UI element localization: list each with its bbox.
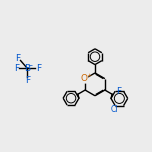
Text: F: F [14, 64, 19, 73]
Text: F: F [116, 87, 121, 96]
Text: B: B [24, 64, 30, 73]
Text: O: O [81, 74, 88, 83]
Text: F: F [36, 64, 41, 73]
Text: F: F [25, 76, 30, 85]
Text: +: + [86, 73, 91, 78]
Text: −: − [28, 62, 33, 67]
Text: Cl: Cl [111, 105, 118, 114]
Text: F: F [15, 54, 20, 64]
